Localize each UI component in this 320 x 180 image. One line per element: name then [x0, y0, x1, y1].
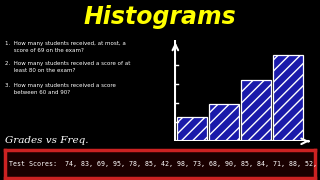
Text: Test Scores:  74, 83, 69, 95, 78, 85, 42, 98, 73, 68, 90, 85, 84, 71, 88, 52, 94: Test Scores: 74, 83, 69, 95, 78, 85, 42,… [10, 161, 320, 167]
Bar [241, 80, 271, 141]
Text: 1.  How many students received, at most, a
     score of 69 on the exam?

2.  Ho: 1. How many students received, at most, … [5, 40, 130, 94]
Bar [177, 117, 207, 141]
Text: Histograms: Histograms [84, 5, 236, 29]
Text: Grades vs Freq.: Grades vs Freq. [5, 136, 88, 145]
Bar [273, 55, 303, 141]
Bar [209, 104, 239, 141]
